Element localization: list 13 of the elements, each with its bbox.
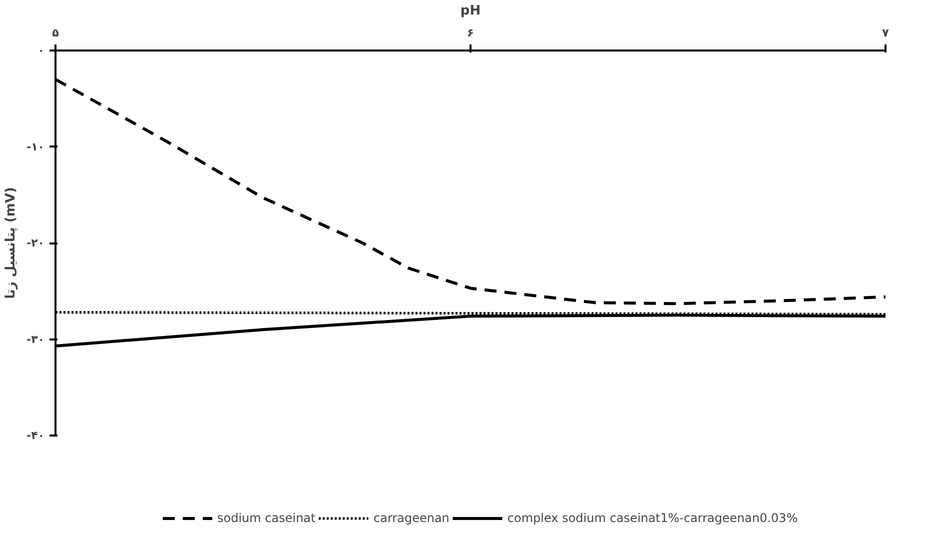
y-tick-label: -۴۰ [26, 429, 45, 442]
y-tick-label: ۰ [38, 44, 45, 57]
y-tick-label: -۲۰ [26, 236, 45, 250]
y-axis-title: پتانسیل زتا (mV) [4, 187, 19, 299]
legend-label: carrageenan [373, 510, 450, 524]
x-tick-label: ۵ [52, 26, 60, 40]
legend-label: complex sodium caseinat1%-carrageenan0.03% [507, 510, 798, 524]
y-tick-label: -۳۰ [26, 332, 45, 346]
legend-label: sodium caseinat [217, 510, 316, 524]
x-tick-label: ۷ [882, 26, 890, 40]
y-tick-label: -۱۰ [26, 140, 45, 154]
x-axis-title: pH [460, 4, 481, 18]
x-tick-label: ۶ [467, 26, 474, 40]
